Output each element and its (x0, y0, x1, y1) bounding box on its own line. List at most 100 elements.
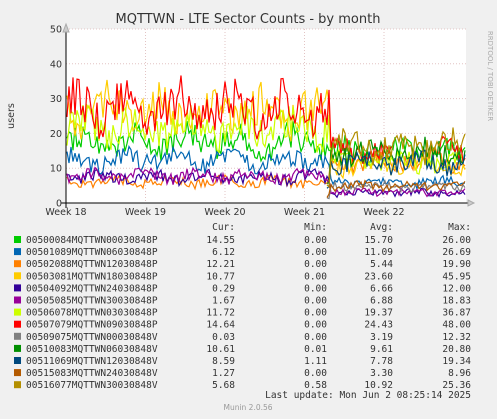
legend-value-cur: 6.12 (212, 247, 235, 258)
legend-value-max: 19.90 (442, 259, 471, 270)
legend-value-min: 0.00 (304, 283, 327, 294)
legend-series-name: 00511069MQTTWN12030848V (26, 356, 158, 367)
legend-value-max: 26.69 (442, 247, 471, 258)
legend-series-name: 00509075MQTTWN00030848V (26, 332, 158, 343)
legend-value-avg: 6.88 (370, 296, 393, 307)
legend-swatch (14, 308, 21, 316)
legend-series-name: 00516077MQTTWN30030848V (26, 380, 158, 391)
legend-value-avg: 15.70 (364, 235, 393, 246)
legend-swatch (14, 296, 21, 304)
y-axis-label: users (6, 103, 17, 129)
legend-value-min: 0.00 (304, 247, 327, 258)
series-line (66, 79, 466, 180)
legend-swatch (14, 369, 21, 377)
legend-value-min: 0.58 (304, 380, 327, 391)
legend-swatch (14, 260, 21, 268)
legend-value-cur: 10.77 (206, 271, 235, 282)
legend-value-avg: 11.09 (364, 247, 393, 258)
legend-value-avg: 10.92 (364, 380, 393, 391)
legend-value-min: 0.00 (304, 332, 327, 343)
legend-value-min: 0.00 (304, 296, 327, 307)
legend-value-max: 12.00 (442, 283, 471, 294)
legend-value-cur: 1.27 (212, 368, 235, 379)
legend-swatch (14, 332, 21, 340)
legend-value-cur: 12.21 (206, 259, 235, 270)
legend-swatch (14, 284, 21, 292)
y-tick-label: 30 (50, 94, 62, 105)
legend-header-max: Max: (448, 222, 471, 233)
legend-value-max: 26.00 (442, 235, 471, 246)
legend-series-name: 00506078MQTTWN03030848P (26, 308, 158, 319)
x-tick-label: Week 20 (204, 207, 245, 218)
legend-value-avg: 23.60 (364, 271, 393, 282)
legend-series-name: 00501089MQTTWN06030848P (26, 247, 158, 258)
legend-value-cur: 14.55 (206, 235, 235, 246)
legend-value-min: 0.00 (304, 259, 327, 270)
series-line (326, 149, 466, 189)
legend-value-max: 36.87 (442, 308, 471, 319)
y-tick-labels: 0 10 20 30 40 50 (50, 25, 62, 210)
legend-value-cur: 0.29 (212, 283, 235, 294)
legend-series-name: 00500084MQTTWN00030848P (26, 235, 158, 246)
legend-series-name: 00502088MQTTWN12030848P (26, 259, 158, 270)
legend-swatch (14, 248, 21, 256)
legend-swatch (14, 272, 21, 280)
legend-header-min: Min: (304, 222, 327, 233)
x-tick-label: Week 22 (363, 207, 404, 218)
legend-series-name: 00510083MQTTWN06030848V (26, 344, 158, 355)
x-tick-labels: Week 18 Week 19 Week 20 Week 21 Week 22 (45, 207, 404, 218)
legend-series-name: 00505085MQTTWN30030848P (26, 296, 158, 307)
y-tick-label: 20 (50, 129, 62, 140)
footer: Munin 2.0.56 (223, 403, 272, 412)
legend-value-cur: 10.61 (206, 344, 235, 355)
y-tick-label: 0 (56, 199, 62, 210)
side-label: RRDTOOL / TOBI OETIKER (486, 31, 494, 121)
legend-swatch (14, 344, 21, 352)
legend-value-avg: 7.78 (370, 356, 393, 367)
series-line (326, 179, 466, 198)
legend-value-cur: 11.72 (206, 308, 235, 319)
x-tick-label: Week 19 (125, 207, 166, 218)
y-tick-label: 40 (50, 59, 62, 70)
legend-value-max: 48.00 (442, 320, 471, 331)
legend-value-min: 0.00 (304, 368, 327, 379)
x-tick-label: Week 21 (284, 207, 325, 218)
legend-value-max: 45.95 (442, 271, 471, 282)
chart-title: MQTTWN - LTE Sector Counts - by month (116, 12, 381, 27)
legend-value-avg: 6.66 (370, 283, 393, 294)
series-line (66, 144, 466, 192)
legend-value-avg: 3.19 (370, 332, 393, 343)
legend-value-min: 0.00 (304, 320, 327, 331)
legend-value-max: 18.83 (442, 296, 471, 307)
legend-value-avg: 5.44 (370, 259, 393, 270)
legend-value-min: 0.00 (304, 271, 327, 282)
legend-series-name: 00503081MQTTWN18030848P (26, 271, 158, 282)
legend-value-cur: 1.67 (212, 296, 235, 307)
legend-value-min: 1.11 (304, 356, 327, 367)
legend-value-min: 0.00 (304, 235, 327, 246)
legend-value-avg: 19.37 (364, 308, 393, 319)
legend: Cur: Min: Avg: Max: 00500084MQTTWN000308… (14, 222, 471, 391)
legend-value-cur: 5.68 (212, 380, 235, 391)
legend-value-min: 0.00 (304, 308, 327, 319)
y-tick-label: 10 (50, 164, 62, 175)
legend-series-name: 00507079MQTTWN09030848P (26, 320, 158, 331)
x-axis-arrow (467, 199, 476, 207)
y-axis-arrow (62, 22, 70, 33)
series-line (326, 127, 466, 189)
legend-swatch (14, 320, 21, 328)
legend-header-avg: Avg: (370, 222, 393, 233)
legend-series-name: 00504092MQTTWN24030848P (26, 283, 158, 294)
series-line (326, 136, 466, 184)
legend-value-max: 12.32 (442, 332, 471, 343)
legend-swatch (14, 381, 21, 389)
legend-value-max: 19.34 (442, 356, 471, 367)
last-update: Last update: Mon Jun 2 08:25:14 2025 (265, 390, 471, 401)
legend-value-max: 20.80 (442, 344, 471, 355)
legend-series-name: 00515083MQTTWN24030848V (26, 368, 158, 379)
legend-value-cur: 0.03 (212, 332, 235, 343)
legend-value-cur: 14.64 (206, 320, 235, 331)
legend-header-cur: Cur: (212, 222, 235, 233)
y-tick-label: 50 (50, 25, 62, 36)
